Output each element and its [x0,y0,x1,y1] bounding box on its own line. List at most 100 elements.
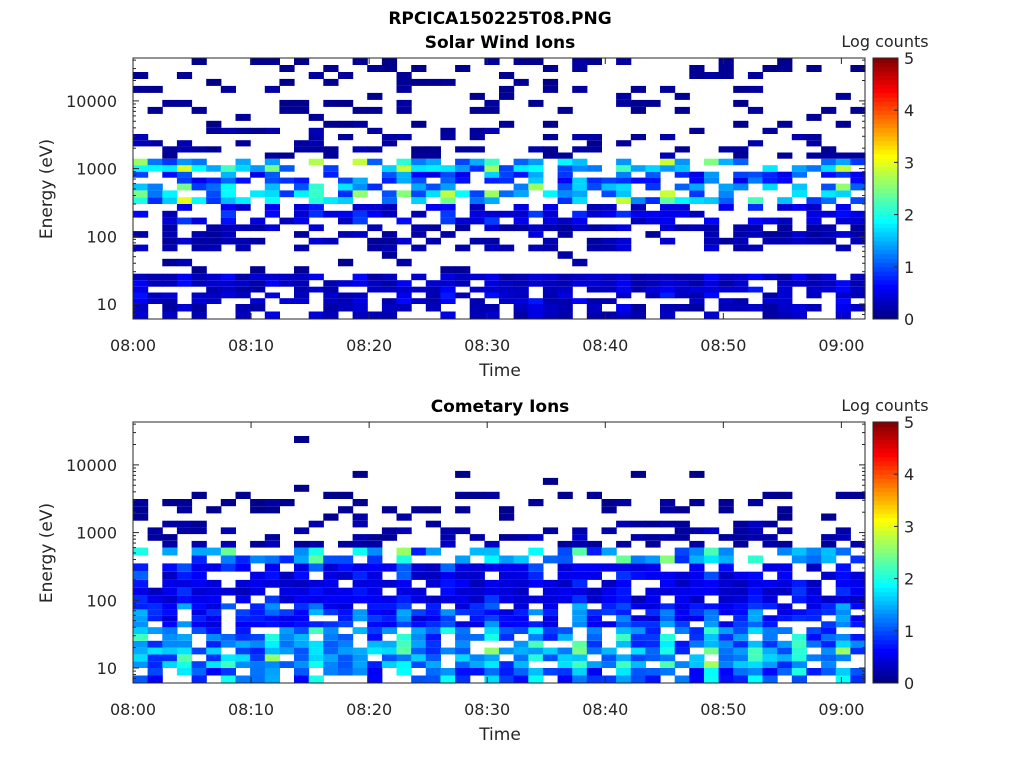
heatmap-cell [396,661,412,668]
heatmap-cell [367,555,383,564]
heatmap-cell [586,640,602,648]
heatmap-cell [133,171,149,178]
heatmap-cell [294,244,310,252]
colorbar-swatch [873,205,898,211]
heatmap-cell [440,668,456,676]
heatmap-cell [191,158,207,166]
heatmap-cell [440,266,456,274]
heatmap-cell [572,177,588,184]
heatmap-cell [147,106,163,114]
heatmap-cell [791,640,807,648]
colorbar-swatch [873,88,898,94]
heatmap-cell [367,571,383,580]
heatmap-cell [616,540,632,548]
heatmap-cell [630,595,646,604]
heatmap-cell [777,661,793,668]
heatmap-cell [806,210,822,218]
heatmap-cell [176,640,193,648]
heatmap-cell [191,217,207,225]
heatmap-cell [777,152,793,159]
heatmap-cell [133,513,149,521]
heatmap-cell [601,579,617,588]
heatmap-cell [191,621,207,628]
heatmap-cell [689,627,705,634]
colorbar-swatch [873,131,898,137]
heatmap-cell [704,197,720,204]
heatmap-cell [191,661,207,668]
heatmap-cell [440,675,456,683]
heatmap-cell [162,634,178,641]
heatmap-cell [411,654,427,662]
heatmap-cell [747,106,764,114]
heatmap-cell [630,106,646,114]
heatmap-cell [133,640,149,648]
heatmap-cell [425,304,441,312]
heatmap-cell [294,627,310,634]
heatmap-cell [191,520,207,528]
heatmap-cell [777,273,793,281]
heatmap-cell [718,280,734,287]
heatmap-cell [308,190,324,198]
heatmap-cell [147,654,163,662]
heatmap-cell [806,668,822,676]
heatmap-cell [704,217,720,225]
colorbar-swatch [873,639,898,645]
heatmap-cell [250,647,266,655]
heatmap-cell [425,224,441,232]
heatmap-cell [674,527,690,535]
heatmap-cell [835,190,851,198]
heatmap-cell [162,647,178,655]
heatmap-cell [499,190,515,198]
heatmap-cell [762,627,778,634]
heatmap-cell [835,675,851,683]
colorbar-swatch [873,513,898,519]
heatmap-cell [513,165,529,172]
heatmap-cell [762,621,778,628]
heatmap-cell [484,286,500,293]
heatmap-cell [206,547,222,556]
heatmap-cell [660,654,676,662]
colorbar-swatch [873,162,898,168]
heatmap-cell [279,499,295,507]
heatmap-cell [264,615,280,622]
heatmap-cell [352,311,368,319]
heatmap-cell [616,58,632,65]
heatmap-cell [616,183,632,191]
heatmap-cell [235,609,251,616]
heatmap-cell [733,634,749,641]
heatmap-cell [835,603,851,610]
heatmap-cell [528,158,544,166]
heatmap-cell [308,547,324,556]
heatmap-cell [264,58,280,65]
heatmap-cell [352,534,368,541]
heatmap-cell [469,311,485,319]
heatmap-cell [835,527,851,535]
x-tick-label: 08:20 [346,336,392,355]
heatmap-cell [528,146,544,153]
heatmap-cell [747,661,764,668]
heatmap-cell [469,595,485,604]
heatmap-cell [455,627,471,634]
heatmap-cell [440,273,456,281]
heatmap-cell [850,571,866,580]
heatmap-cell [411,224,427,232]
heatmap-cell [250,127,266,134]
heatmap-cell [777,224,793,232]
heatmap-cell [542,85,559,93]
heatmap-cell [396,571,412,580]
heatmap-cell [455,640,471,648]
heatmap-cell [455,668,471,676]
heatmap-cell [235,292,251,299]
heatmap-cell [777,231,793,238]
heatmap-cell [791,587,807,596]
heatmap-cell [630,177,646,184]
heatmap-cell [777,491,793,499]
heatmap-cell [704,171,720,178]
heatmap-cell [206,165,222,172]
heatmap-cell [850,555,866,564]
heatmap-cell [367,204,383,211]
heatmap-cell [630,668,646,676]
x-tick-label: 08:40 [582,700,628,719]
heatmap-cell [381,595,398,604]
heatmap-cell [557,555,573,564]
